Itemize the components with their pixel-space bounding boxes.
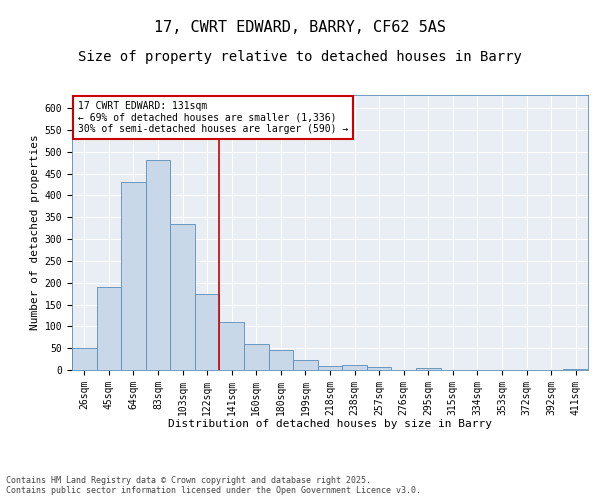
Text: 17 CWRT EDWARD: 131sqm
← 69% of detached houses are smaller (1,336)
30% of semi-: 17 CWRT EDWARD: 131sqm ← 69% of detached… [77, 100, 348, 134]
Bar [195, 294, 220, 370]
Text: Size of property relative to detached houses in Barry: Size of property relative to detached ho… [78, 50, 522, 64]
Bar [416, 368, 440, 370]
Bar [318, 366, 342, 370]
Text: Contains HM Land Registry data © Crown copyright and database right 2025.
Contai: Contains HM Land Registry data © Crown c… [6, 476, 421, 495]
Bar [170, 224, 195, 370]
Bar [72, 348, 97, 370]
Bar [121, 182, 146, 370]
Bar [97, 287, 121, 370]
X-axis label: Distribution of detached houses by size in Barry: Distribution of detached houses by size … [168, 419, 492, 429]
Bar [342, 365, 367, 370]
Y-axis label: Number of detached properties: Number of detached properties [31, 134, 40, 330]
Bar [563, 368, 588, 370]
Bar [146, 160, 170, 370]
Text: 17, CWRT EDWARD, BARRY, CF62 5AS: 17, CWRT EDWARD, BARRY, CF62 5AS [154, 20, 446, 35]
Bar [220, 322, 244, 370]
Bar [367, 368, 391, 370]
Bar [244, 344, 269, 370]
Bar [293, 360, 318, 370]
Bar [269, 350, 293, 370]
